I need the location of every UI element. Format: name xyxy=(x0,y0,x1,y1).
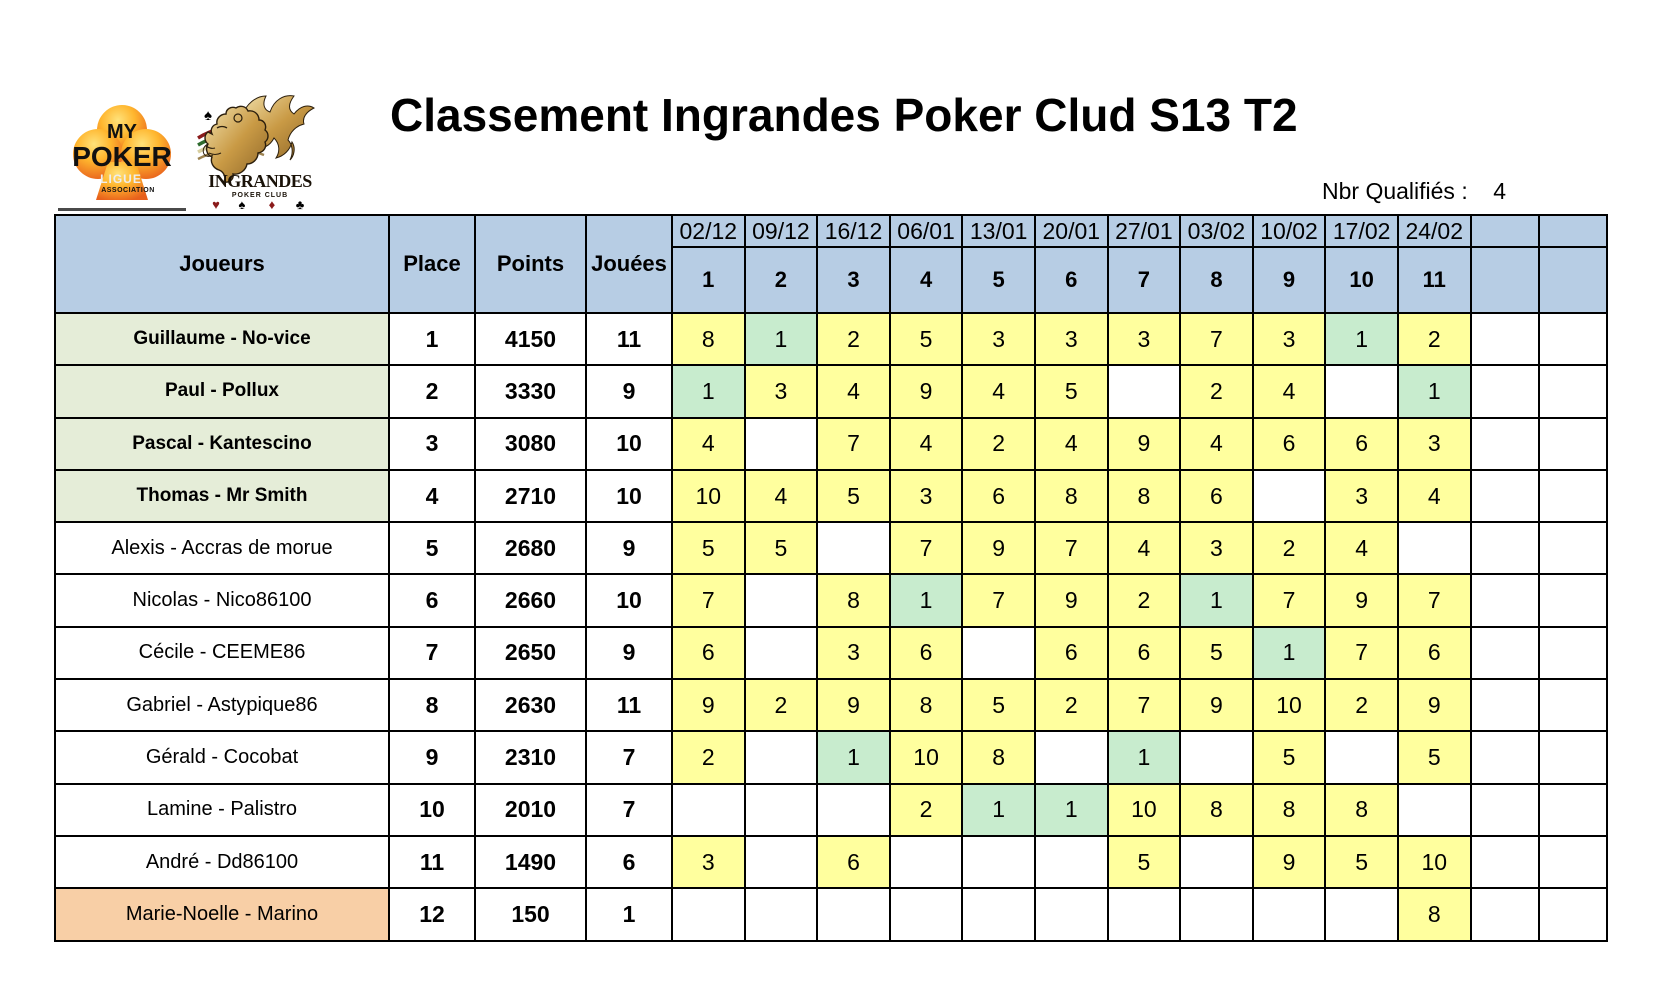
svg-text:♦: ♦ xyxy=(269,197,276,212)
svg-text:♥: ♥ xyxy=(212,197,220,212)
svg-text:ASSOCIATION: ASSOCIATION xyxy=(101,187,155,194)
svg-text:♠: ♠ xyxy=(239,197,246,212)
svg-text:POKER: POKER xyxy=(72,141,172,172)
svg-text:MY: MY xyxy=(107,121,138,143)
svg-text:LIGUE: LIGUE xyxy=(100,172,142,186)
svg-text:♣: ♣ xyxy=(296,197,305,212)
svg-text:♠: ♠ xyxy=(204,107,212,124)
svg-text:INGRANDES: INGRANDES xyxy=(208,171,312,191)
